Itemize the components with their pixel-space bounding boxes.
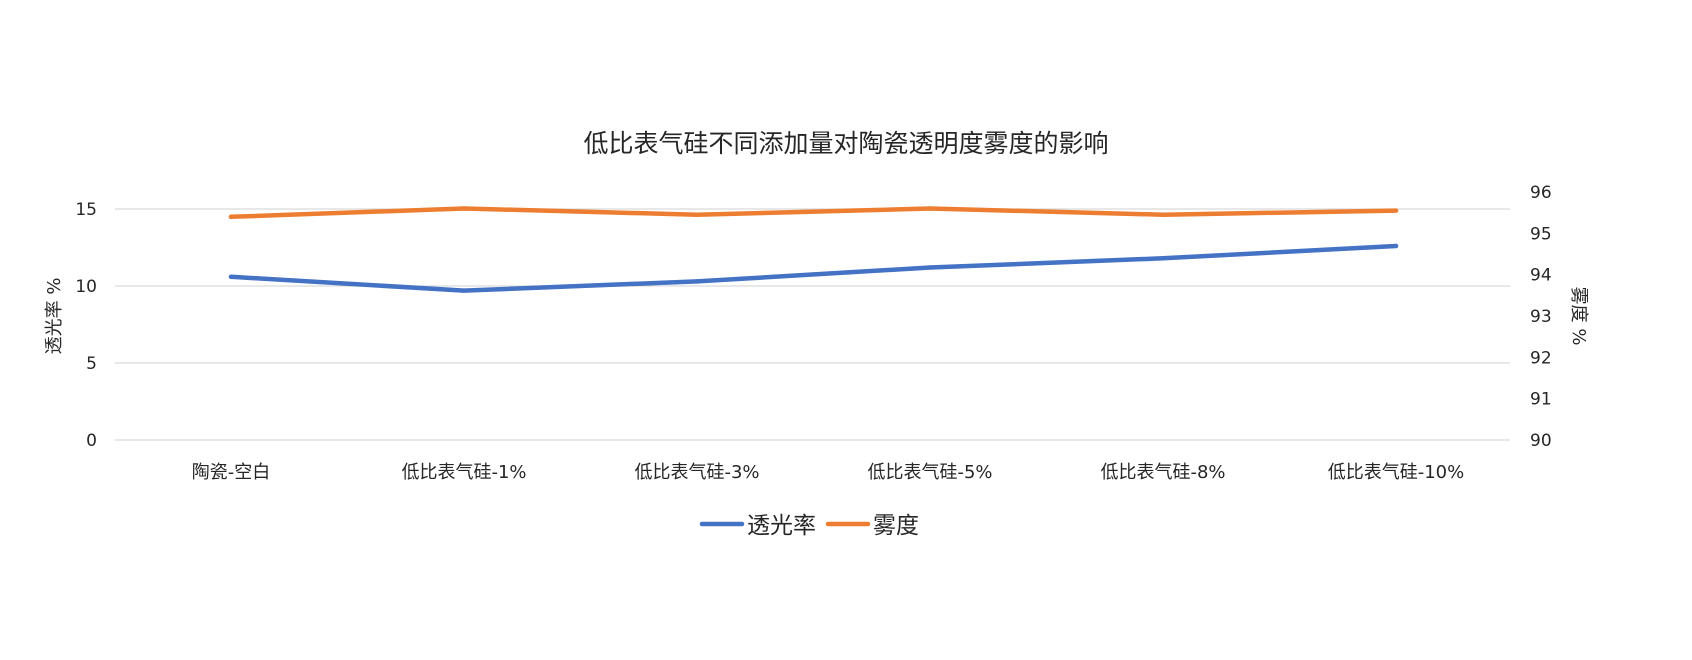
data-point [927,265,933,270]
data-point [1393,243,1399,249]
x-tick-label: 陶瓷-空白 [192,462,271,483]
data-point [228,214,234,219]
x-axis: 陶瓷-空白 低比表气硅-1% 低比表气硅-3% 低比表气硅-5% 低比表气硅-8% 低比表… [192,462,1465,483]
left-axis-title: 透光率 % [44,278,65,355]
series-雾度 [228,206,1399,220]
legend: 透光率 雾度 [699,513,919,539]
legend-label: 雾度 [873,513,919,539]
chart-title: 低比表气硅不同添加量对陶瓷透明度雾度的影响 [583,129,1108,158]
data-point [461,206,467,211]
data-point [1160,212,1166,217]
left-tick-label: 15 [75,200,97,220]
right-axis-title: 雾度 % [1568,287,1589,346]
left-tick-label: 5 [86,354,97,374]
gridlines [115,208,1510,441]
x-tick-label: 低比表气硅-3% [634,462,759,483]
data-point [461,288,467,293]
left-axis: 0 5 10 15 透光率 % [44,200,97,451]
data-point [927,206,933,211]
data-point [1393,208,1399,213]
right-tick-label: 96 [1530,183,1552,203]
right-tick-label: 93 [1530,307,1552,327]
data-point [694,212,700,217]
right-tick-label: 91 [1530,390,1552,410]
right-tick-label: 90 [1530,431,1552,451]
legend-item: 透光率 [699,513,816,539]
series-line [228,243,1399,293]
x-tick-label: 低比表气硅-1% [401,462,526,483]
legend-item: 雾度 [825,513,919,539]
data-point [228,274,234,279]
x-tick-label: 低比表气硅-5% [867,462,992,483]
right-tick-label: 95 [1530,224,1552,244]
right-tick-label: 94 [1530,266,1552,286]
series-line [228,206,1399,220]
left-tick-label: 0 [86,431,97,451]
left-tick-label: 10 [75,277,97,297]
right-tick-label: 92 [1530,348,1552,368]
data-point [694,279,700,284]
series-透光率 [228,243,1399,293]
legend-label: 透光率 [747,513,816,539]
series-layer [228,206,1399,293]
right-axis: 90 91 92 93 94 95 96 雾度 % [1530,183,1589,451]
data-point [1160,256,1166,261]
x-tick-label: 低比表气硅-10% [1328,462,1465,483]
x-tick-label: 低比表气硅-8% [1100,462,1225,483]
